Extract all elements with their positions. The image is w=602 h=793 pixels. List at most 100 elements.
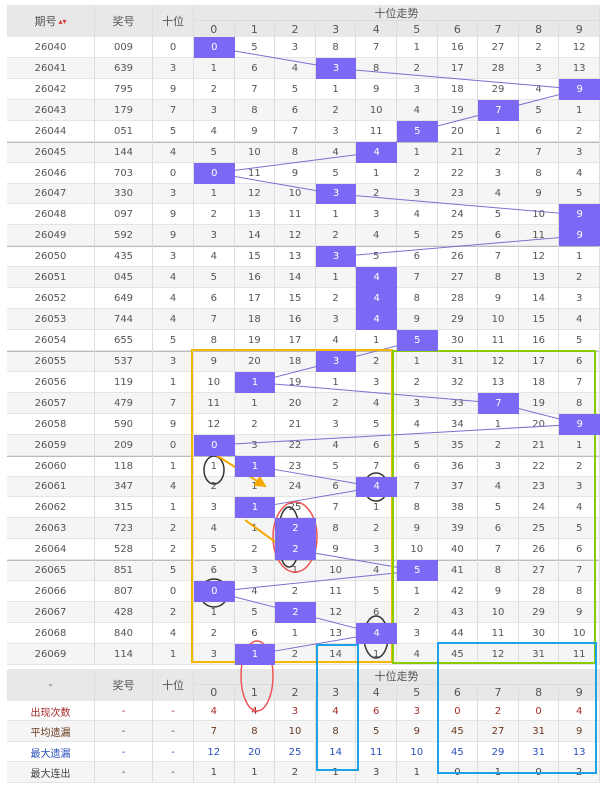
number-cell: 703 — [95, 162, 153, 184]
footer-header-digit-6: 6 — [437, 684, 479, 701]
miss-cell: 2 — [316, 288, 357, 310]
hit-cell: 4 — [356, 288, 397, 310]
tens-cell: 4 — [153, 267, 194, 289]
number-cell: 840 — [95, 623, 153, 644]
miss-cell: 11 — [519, 225, 560, 247]
miss-cell: 9 — [397, 309, 438, 330]
miss-cell: 14 — [519, 288, 560, 310]
miss-cell: 4 — [194, 246, 235, 268]
hit-cell: 0 — [194, 581, 235, 603]
tens-cell: 9 — [153, 413, 194, 435]
miss-cell: 1 — [397, 581, 438, 603]
miss-cell: 12 — [194, 413, 235, 435]
hit-cell: 2 — [275, 518, 316, 540]
miss-cell: 7 — [194, 309, 235, 330]
footer-header-digit-9: 9 — [559, 684, 600, 701]
miss-cell: 4 — [356, 560, 397, 582]
miss-cell: 7 — [275, 120, 316, 142]
miss-cell: 6 — [316, 476, 357, 498]
number-cell: 655 — [95, 330, 153, 351]
number-cell: 479 — [95, 392, 153, 414]
miss-cell: 13 — [235, 204, 276, 226]
miss-cell: 8 — [316, 37, 357, 58]
miss-cell: 10 — [275, 183, 316, 205]
miss-cell: 22 — [519, 455, 560, 477]
miss-cell: 6 — [478, 225, 519, 247]
miss-cell: 7 — [478, 246, 519, 268]
miss-cell: 42 — [438, 581, 479, 603]
miss-cell: 8 — [478, 267, 519, 289]
miss-cell: 10 — [316, 560, 357, 582]
tens-cell: 2 — [153, 518, 194, 540]
tens-cell: 1 — [153, 497, 194, 519]
miss-cell: 10 — [356, 99, 397, 121]
miss-cell: 36 — [438, 455, 479, 477]
header-digit-2: 2 — [275, 21, 316, 37]
period-cell: 26053 — [7, 309, 95, 330]
hit-cell: 1 — [234, 643, 276, 665]
miss-cell: 10 — [194, 371, 235, 393]
stats-label: 出现次数 — [7, 700, 95, 722]
period-cell: 26052 — [7, 288, 95, 310]
stats-value: 10 — [397, 741, 438, 763]
miss-cell: 5 — [478, 204, 519, 226]
miss-cell: 5 — [194, 267, 235, 289]
miss-cell: 2 — [478, 141, 519, 163]
hit-cell: 5 — [397, 120, 438, 142]
trend-table: 期号 ▴▾ 奖号 十位 十位走势 0 1 2 3 4 5 6 7 8 9 26040 009 0 0 5 3 8 7 1 16 2… — [7, 5, 600, 793]
miss-cell: 1 — [316, 204, 357, 226]
miss-cell: 10 — [559, 623, 600, 644]
tens-cell: 9 — [153, 78, 194, 100]
tens-cell: 7 — [153, 99, 194, 121]
miss-cell: 19 — [275, 371, 316, 393]
header-digit-7: 7 — [478, 21, 519, 37]
miss-cell: 25 — [438, 225, 479, 247]
number-cell: 639 — [95, 57, 153, 79]
miss-cell: 18 — [438, 78, 479, 100]
tens-cell: 7 — [153, 392, 194, 414]
period-cell: 26056 — [7, 371, 95, 393]
miss-cell: 7 — [559, 371, 600, 393]
miss-cell: 6 — [235, 57, 276, 79]
miss-cell: 3 — [397, 183, 438, 205]
miss-cell: 2 — [478, 434, 519, 456]
miss-cell: 6 — [519, 120, 560, 142]
miss-cell: 2 — [559, 267, 600, 289]
miss-cell: 33 — [438, 392, 479, 414]
sort-arrows-icon[interactable]: ▴▾ — [58, 16, 67, 26]
miss-cell: 9 — [478, 581, 519, 603]
miss-cell: 5 — [356, 581, 397, 603]
miss-cell: 11 — [275, 204, 316, 226]
period-cell: 26051 — [7, 267, 95, 289]
miss-cell: 2 — [275, 643, 316, 665]
miss-cell: 1 — [235, 392, 276, 414]
miss-cell: 38 — [438, 497, 479, 519]
stats-number: - — [95, 762, 153, 783]
period-cell: 26040 — [7, 37, 95, 58]
footer-header-number: 奖号 — [95, 668, 153, 701]
footer-header-digit-2: 2 — [275, 684, 316, 701]
miss-cell: 4 — [559, 162, 600, 184]
stats-value: 31 — [519, 741, 560, 763]
number-cell: 009 — [95, 37, 153, 58]
miss-cell: 1 — [559, 99, 600, 121]
miss-cell: 7 — [397, 476, 438, 498]
header-period[interactable]: 期号 ▴▾ — [7, 5, 95, 37]
stats-value: 45 — [438, 721, 479, 742]
miss-cell: 1 — [397, 141, 438, 163]
footer-header-digit-5: 5 — [397, 684, 438, 701]
hit-cell: 9 — [559, 225, 600, 247]
miss-cell: 6 — [356, 602, 397, 624]
miss-cell: 1 — [194, 57, 235, 79]
miss-cell: 24 — [519, 497, 560, 519]
footer-header-period[interactable]: - — [7, 668, 95, 701]
miss-cell: 9 — [397, 518, 438, 540]
miss-cell: 3 — [235, 560, 276, 582]
stats-tens: - — [153, 741, 194, 763]
header-trend: 十位走势 — [194, 5, 600, 21]
miss-cell: 4 — [397, 643, 438, 665]
miss-cell: 14 — [235, 225, 276, 247]
miss-cell: 7 — [235, 78, 276, 100]
miss-cell: 16 — [275, 309, 316, 330]
miss-cell: 16 — [519, 330, 560, 351]
